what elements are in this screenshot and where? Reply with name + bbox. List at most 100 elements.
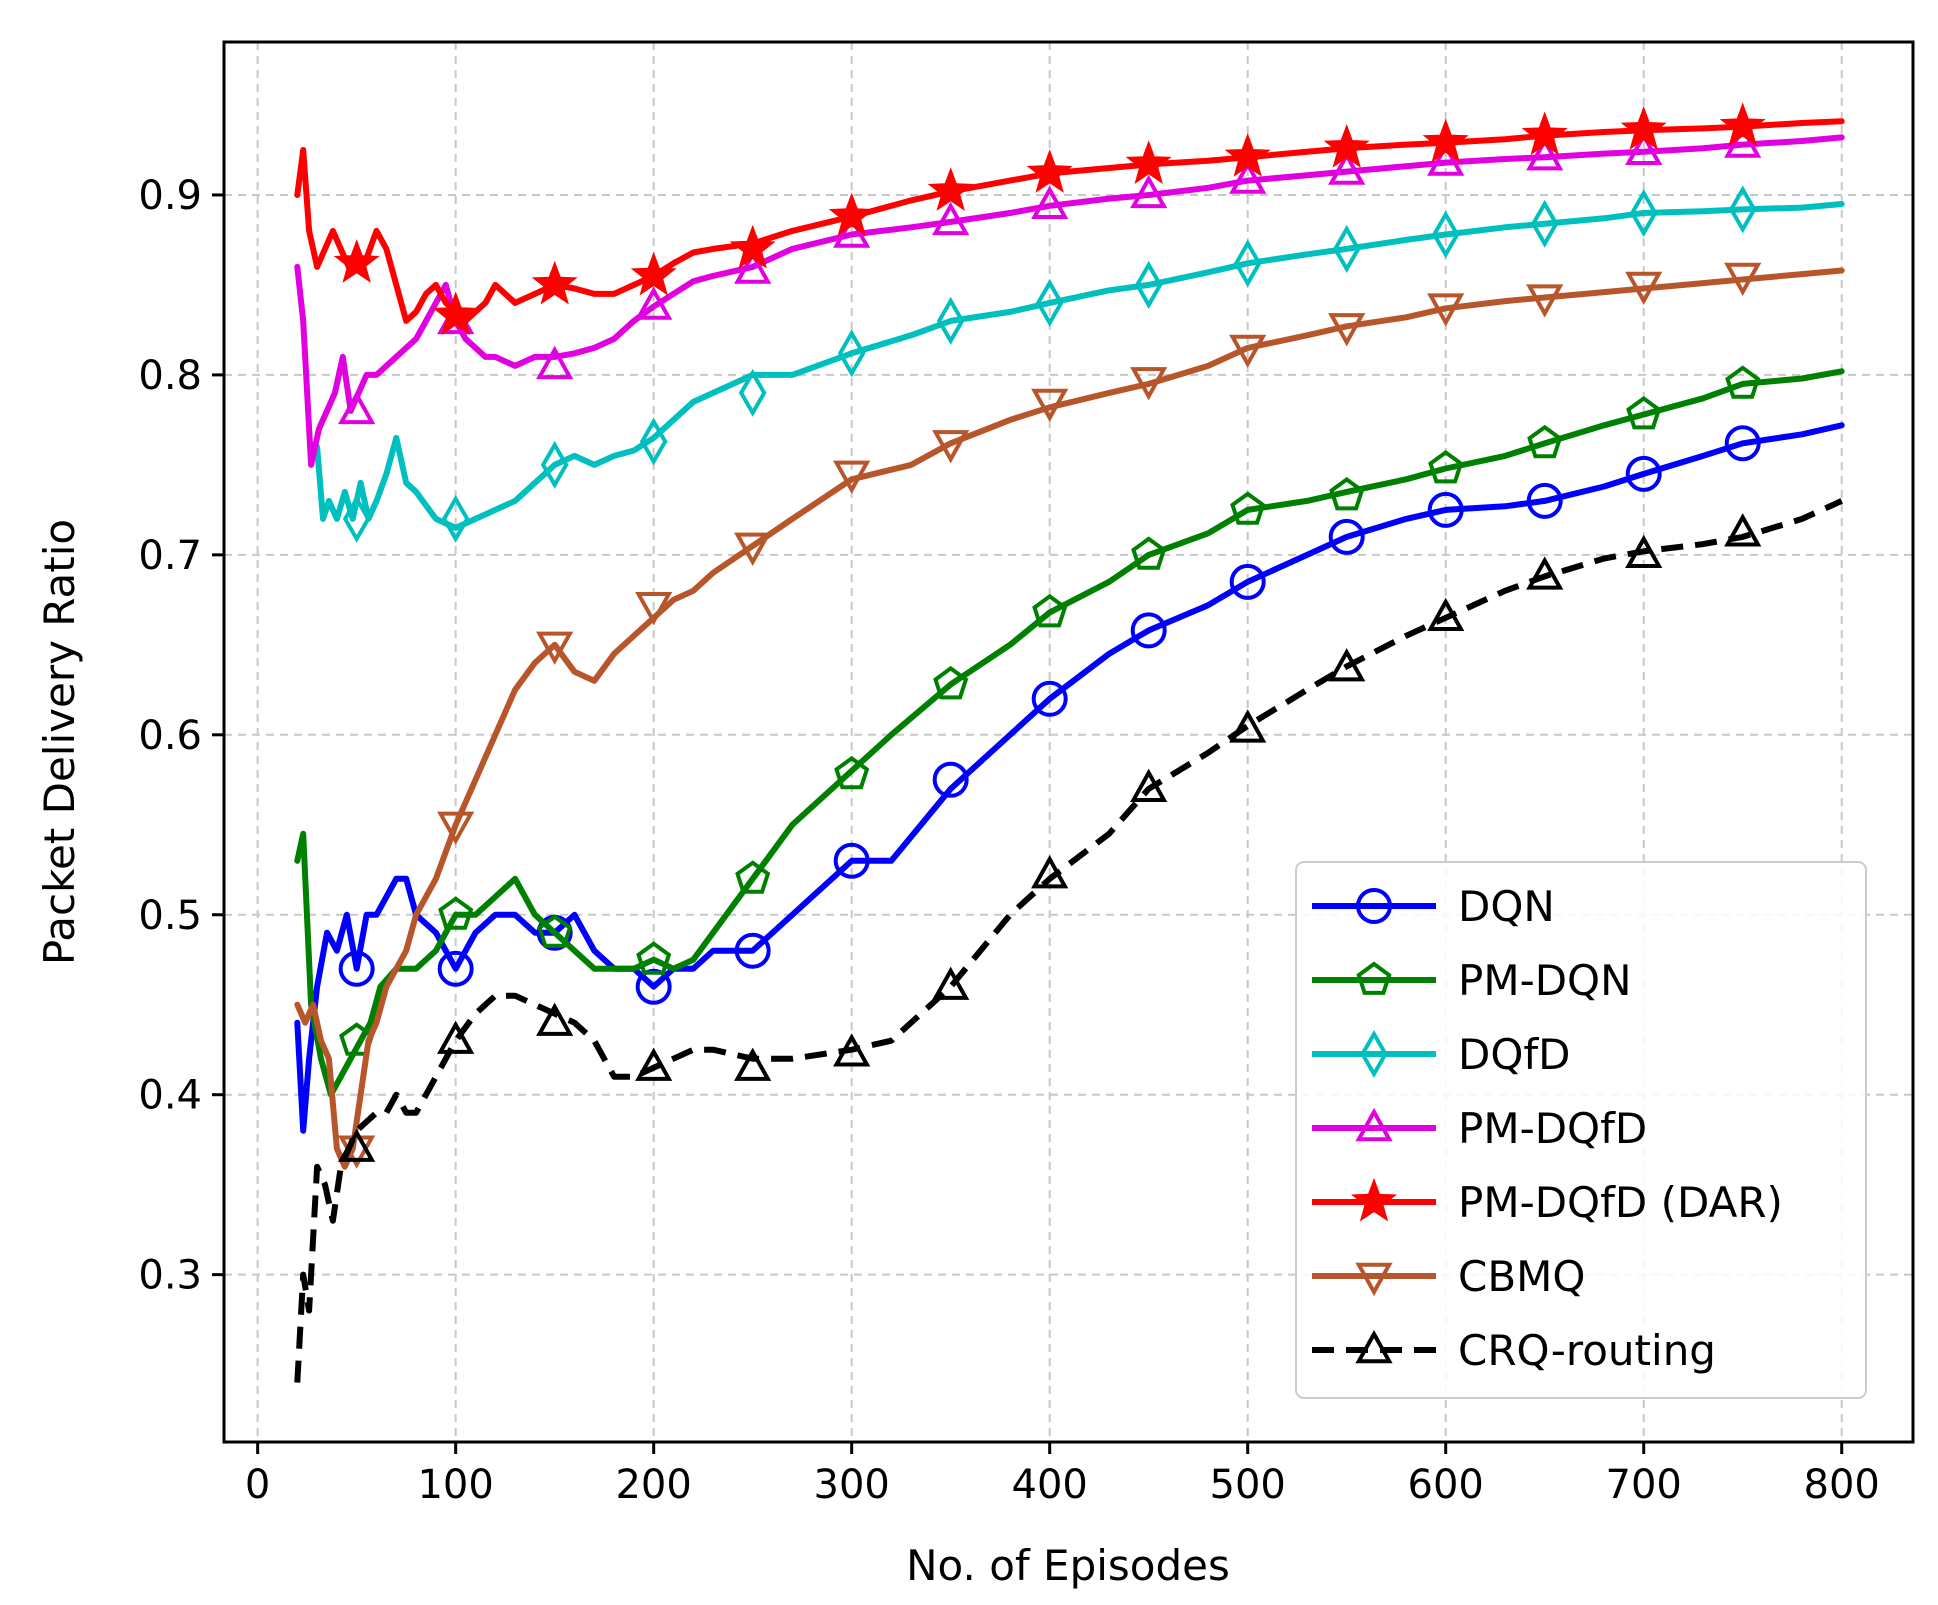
data-marker	[735, 860, 771, 894]
data-marker	[1328, 648, 1366, 682]
x-tick-label: 600	[1408, 1462, 1484, 1508]
x-tick-label: 700	[1606, 1462, 1682, 1508]
data-marker	[837, 329, 866, 378]
data-marker	[1625, 534, 1663, 569]
legend-label: PM-DQfD	[1458, 1104, 1647, 1153]
legend-label: CRQ-routing	[1458, 1326, 1716, 1375]
plot-frame	[222, 40, 1915, 1444]
data-marker	[437, 1020, 475, 1054]
data-marker	[1427, 597, 1465, 632]
data-marker	[1229, 334, 1267, 369]
data-marker	[635, 1047, 673, 1081]
legend-label: PM-DQfD (DAR)	[1458, 1178, 1783, 1227]
x-tick-label: 100	[417, 1462, 493, 1508]
data-marker	[1719, 102, 1766, 147]
y-axis-label: Packet Delivery Ratio	[35, 519, 84, 965]
data-marker	[338, 950, 375, 987]
series-line	[294, 134, 1845, 468]
data-marker	[1527, 424, 1563, 459]
data-marker	[338, 1128, 376, 1162]
data-marker	[630, 251, 677, 296]
data-marker	[1130, 174, 1168, 209]
data-marker	[936, 296, 965, 345]
data-marker	[1431, 210, 1460, 259]
data-marker	[738, 368, 767, 417]
y-tick-label: 0.8	[138, 353, 202, 399]
data-marker	[1125, 140, 1172, 184]
data-marker	[1625, 455, 1662, 492]
data-marker	[1130, 612, 1167, 649]
data-marker	[1724, 513, 1762, 547]
data-marker	[729, 224, 776, 269]
data-marker	[1625, 271, 1663, 306]
data-marker	[1329, 477, 1365, 511]
series-dqfd	[314, 185, 1845, 543]
data-marker	[1427, 293, 1465, 327]
data-marker	[932, 761, 969, 798]
data-marker	[1323, 124, 1370, 168]
legend-marker	[1355, 1329, 1393, 1364]
series-line	[294, 498, 1843, 1383]
data-marker	[1130, 768, 1168, 802]
data-marker	[1526, 284, 1564, 318]
series-line	[314, 201, 1845, 531]
data-marker	[1629, 188, 1658, 237]
data-marker	[1725, 365, 1761, 399]
series-layer	[294, 102, 1845, 1383]
data-marker	[437, 811, 475, 845]
data-marker	[932, 966, 970, 1000]
data-marker	[734, 250, 772, 284]
data-marker	[342, 494, 371, 543]
series-crq-routing	[294, 498, 1843, 1383]
legend-marker	[1351, 1177, 1397, 1222]
series-line	[294, 422, 1845, 1134]
data-marker	[828, 192, 875, 237]
data-marker	[833, 842, 870, 879]
data-marker	[1134, 260, 1163, 309]
data-marker	[734, 932, 771, 969]
data-marker	[1131, 536, 1167, 570]
data-marker	[1427, 142, 1465, 176]
data-marker	[1031, 855, 1069, 889]
data-marker	[1427, 491, 1464, 528]
data-marker	[833, 214, 871, 248]
legend: DQN PM-DQN DQfD PM-DQfD PM-DQfD (DAR) CBMQ CRQ…	[1295, 861, 1867, 1399]
y-tick-label: 0.5	[138, 893, 202, 939]
data-marker	[1032, 593, 1068, 628]
data-marker	[441, 494, 470, 543]
data-marker	[1224, 133, 1271, 177]
y-tick-label: 0.4	[138, 1073, 202, 1119]
legend-label: CBMQ	[1458, 1252, 1585, 1301]
series-line	[294, 368, 1845, 1098]
data-marker	[1332, 224, 1361, 273]
data-marker	[333, 239, 380, 283]
data-marker	[1031, 388, 1069, 422]
legend-box	[1295, 861, 1867, 1399]
data-marker	[635, 592, 673, 626]
data-marker	[540, 440, 569, 489]
series-pm-dqn	[294, 365, 1845, 1098]
legend-label: DQfD	[1458, 1030, 1571, 1079]
data-marker	[536, 345, 574, 380]
y-tick-label: 0.7	[138, 533, 202, 579]
data-marker	[833, 460, 871, 494]
data-marker	[1230, 491, 1266, 525]
x-tick-label: 300	[814, 1462, 890, 1508]
x-tick-label: 500	[1210, 1462, 1286, 1508]
data-marker	[1530, 199, 1559, 248]
data-marker	[1026, 149, 1073, 193]
axis-ticks: 0 100 200 300 400 500 600 700 800 0.3 0.4 0.5 0.6 0.7…	[138, 173, 1880, 1508]
x-axis-label: No. of Episodes	[906, 1541, 1230, 1590]
data-marker	[1031, 680, 1068, 717]
data-marker	[1422, 118, 1469, 163]
data-marker	[833, 1033, 871, 1067]
legend-label: DQN	[1458, 882, 1555, 931]
legend-label: PM-DQN	[1458, 956, 1632, 1005]
data-marker	[438, 896, 474, 930]
data-marker	[1620, 106, 1667, 150]
data-marker	[1526, 556, 1564, 590]
data-marker	[1130, 367, 1168, 401]
data-marker	[536, 1002, 574, 1036]
data-marker	[1526, 137, 1564, 171]
